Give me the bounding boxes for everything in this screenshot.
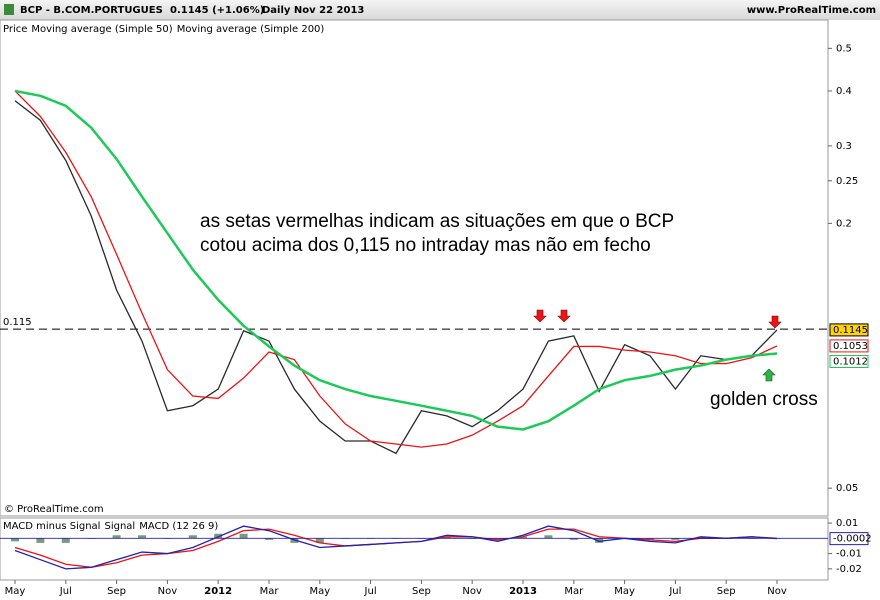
legend-entry: MACD (12 26 9) <box>139 521 218 532</box>
series-line <box>14 100 778 455</box>
histogram-bar <box>493 538 502 540</box>
histogram-bar <box>696 536 705 539</box>
annotation: cotou acima dos 0,115 no intraday mas nã… <box>200 235 651 256</box>
last-value-label: 0.1145 <box>833 325 868 336</box>
last-value-label: -0.0002 <box>833 534 872 545</box>
histogram-bar <box>138 535 146 539</box>
x-tick-label: 2013 <box>509 586 537 597</box>
legend-entry: Signal <box>104 521 135 532</box>
last-value-tag <box>829 339 869 353</box>
x-tick-label: May <box>309 586 330 597</box>
y-tick-label: 0.4 <box>836 86 852 97</box>
annotation: golden cross <box>710 389 818 410</box>
x-tick-label: 2012 <box>204 586 232 597</box>
y-tick-label: 0.25 <box>836 176 858 187</box>
histogram-bar <box>11 538 19 542</box>
y-tick-label: -0.01 <box>836 549 862 560</box>
arrows <box>533 309 782 382</box>
logo-icon <box>4 4 14 15</box>
last-value-label: 0.1012 <box>833 357 868 368</box>
legend-entry: Moving average (Simple 50) <box>31 24 172 35</box>
histogram-bar <box>595 538 604 543</box>
y-tick-label: 0.01 <box>836 518 858 529</box>
x-tick-label: Sep <box>107 586 126 597</box>
y-tick-label: 0.2 <box>836 218 852 229</box>
histogram-bar <box>315 538 324 543</box>
histogram-bar <box>112 535 121 539</box>
series-line <box>14 528 778 568</box>
histogram-bar <box>265 538 273 540</box>
histogram-bar <box>544 535 553 539</box>
x-tick-label: May <box>614 586 635 597</box>
last-value-label: 0.1053 <box>833 341 868 352</box>
last-value-tag <box>829 323 869 337</box>
histogram-bar <box>36 538 45 543</box>
histogram-bar <box>646 538 654 540</box>
copyright: © ProRealTime.com <box>4 504 104 515</box>
legend-entry: Price <box>3 24 27 35</box>
annotation: as setas vermelhas indicam as situações … <box>200 211 674 232</box>
x-tick-label: Jul <box>364 586 377 597</box>
last-value-tag <box>829 532 869 546</box>
x-tick-label: Mar <box>564 586 584 597</box>
x-tick-label: Nov <box>462 586 482 597</box>
main-frame <box>0 19 829 517</box>
x-tick-label: May <box>5 586 26 597</box>
reference-label: 0.115 <box>3 317 32 328</box>
site: www.ProRealTime.com <box>747 5 876 16</box>
x-tick-label: Sep <box>412 586 431 597</box>
header-bar <box>0 0 880 20</box>
histogram-bar <box>569 538 578 540</box>
y-tick-label: -0.02 <box>836 564 862 575</box>
period: Daily Nov 22 2013 <box>262 5 364 16</box>
histogram-bar <box>188 535 197 539</box>
histogram-bar <box>519 536 527 539</box>
x-tick-label: Jul <box>668 586 681 597</box>
series-line <box>14 89 778 431</box>
histogram-bar <box>671 538 680 540</box>
y-tick-label: 0.5 <box>836 43 852 54</box>
x-tick-label: Nov <box>767 586 787 597</box>
histogram-bar <box>61 538 70 543</box>
histogram-bar <box>290 538 299 543</box>
legend-entry: MACD minus Signal <box>3 521 100 532</box>
y-tick-label: 0.3 <box>836 141 852 152</box>
x-tick-label: Sep <box>717 586 736 597</box>
x-tick-label: Nov <box>158 586 178 597</box>
x-tick-label: Jul <box>59 586 72 597</box>
legend-entry: Moving average (Simple 200) <box>177 24 325 35</box>
last-value-tag <box>829 355 869 369</box>
series-line <box>14 90 778 448</box>
x-tick-label: Mar <box>260 586 280 597</box>
symbol: BCP - B.COM.PORTUGUES <box>20 5 163 16</box>
series-line <box>14 525 778 570</box>
histogram-bar <box>442 536 451 539</box>
quote: 0.1145 (+1.06%) <box>170 5 264 16</box>
y-tick-label: 0.05 <box>836 483 858 494</box>
histogram-bar <box>214 533 223 539</box>
histogram-bar <box>239 533 248 539</box>
macd-frame <box>0 517 829 581</box>
